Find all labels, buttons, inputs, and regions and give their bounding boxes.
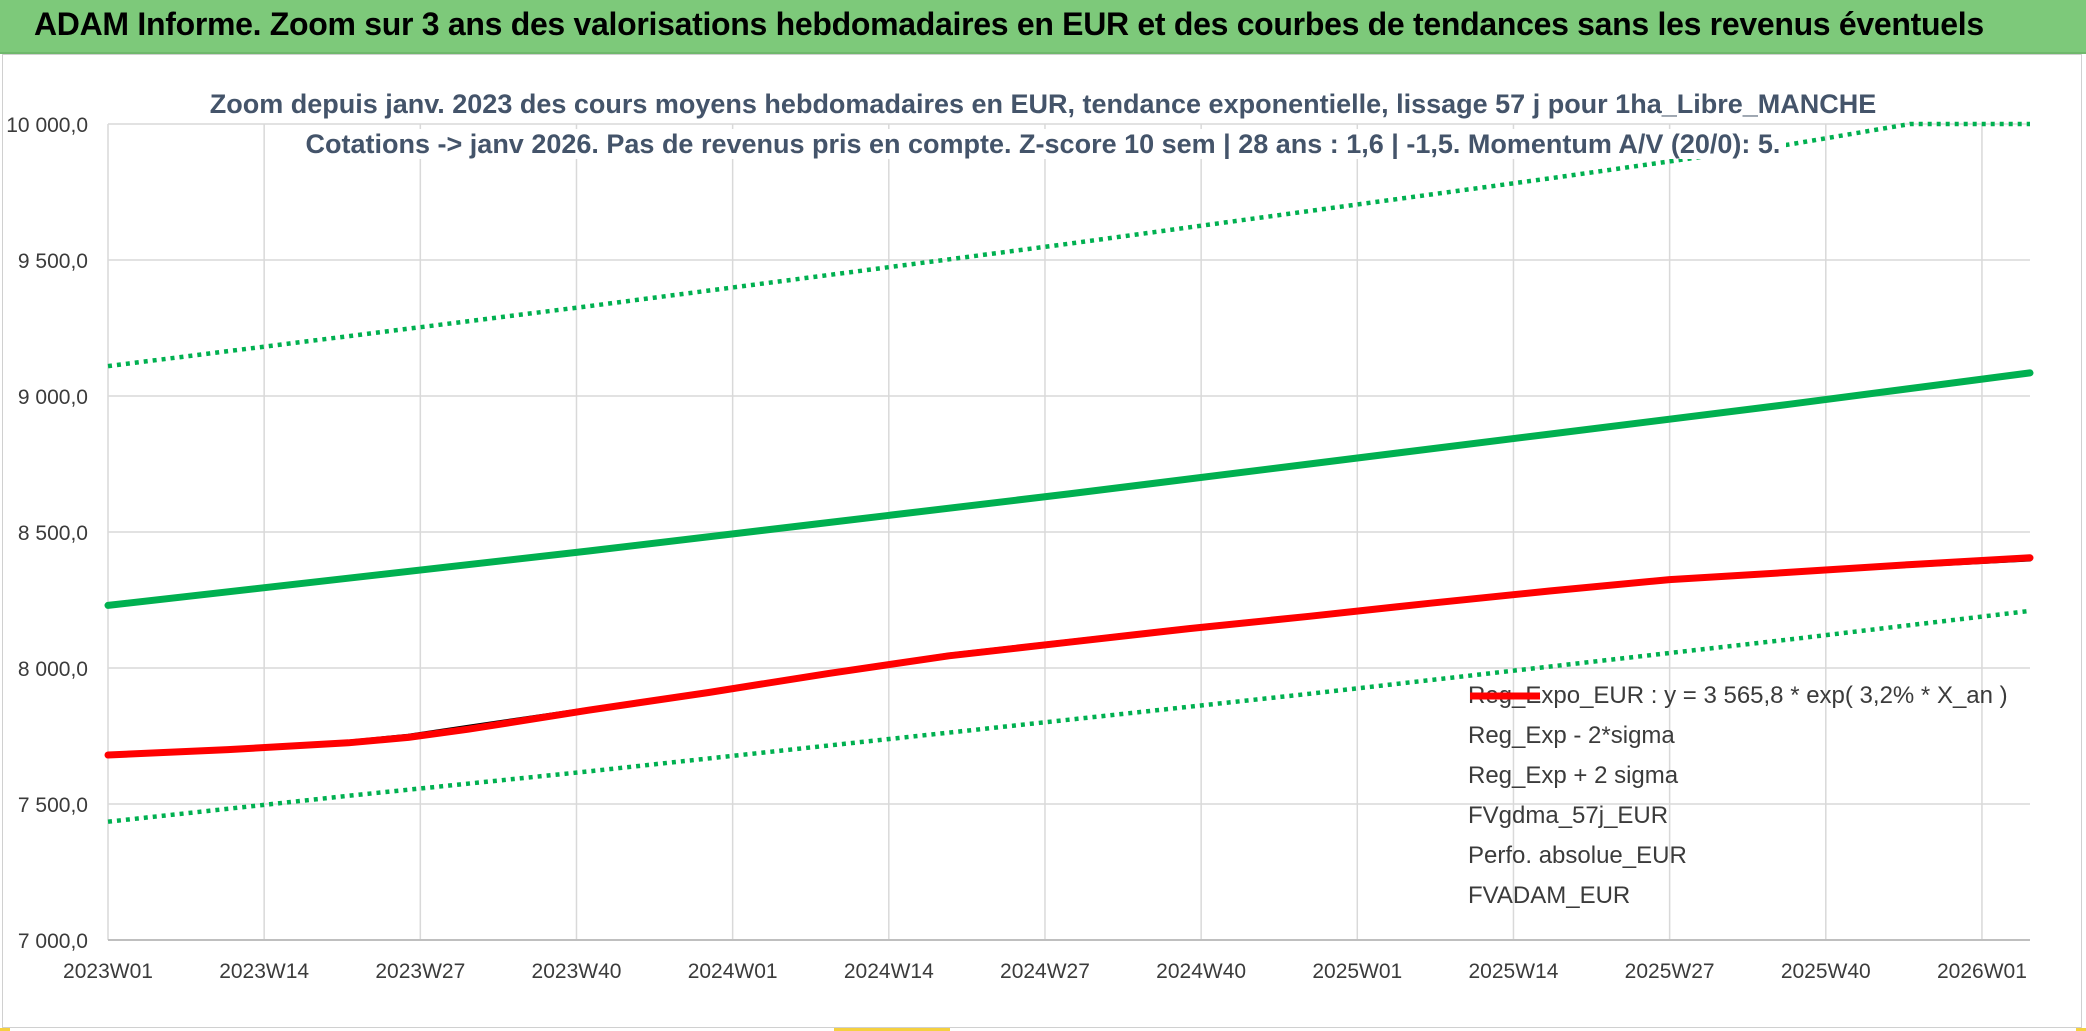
chart-legend: Reg_Expo_EUR : y = 3 565,8 * exp( 3,2% *… bbox=[1468, 676, 2008, 916]
legend-label: FVgdma_57j_EUR bbox=[1468, 802, 1669, 829]
x-tick-label: 2023W14 bbox=[219, 960, 309, 983]
accent-mark bbox=[0, 1028, 10, 1031]
x-tick-label: 2023W01 bbox=[63, 960, 153, 983]
x-tick-label: 2024W27 bbox=[1000, 960, 1090, 983]
y-tick-label: 7 000,0 bbox=[18, 930, 88, 953]
legend-label: Reg_Exp - 2*sigma bbox=[1468, 722, 1675, 749]
legend-label: Reg_Exp + 2 sigma bbox=[1468, 762, 1679, 789]
legend-entry: Reg_Exp + 2 sigma bbox=[1468, 693, 2008, 796]
y-tick-label: 7 500,0 bbox=[18, 794, 88, 817]
y-tick-label: 8 500,0 bbox=[18, 522, 88, 545]
series-line-5 bbox=[104, 554, 2034, 759]
x-tick-label: 2023W40 bbox=[532, 960, 622, 983]
y-tick-label: 10 000,0 bbox=[6, 114, 88, 137]
report-banner: ADAM Informe. Zoom sur 3 ans des valoris… bbox=[0, 0, 2086, 54]
series-line-0 bbox=[104, 369, 2034, 609]
x-tick-label: 2025W01 bbox=[1312, 960, 1402, 983]
x-tick-label: 2024W40 bbox=[1156, 960, 1246, 983]
report-title: ADAM Informe. Zoom sur 3 ans des valoris… bbox=[34, 6, 1984, 42]
legend-entry: Perfo. absolue_EUR bbox=[1468, 693, 2008, 876]
y-tick-label: 8 000,0 bbox=[18, 658, 88, 681]
legend-entry: FVgdma_57j_EUR bbox=[1468, 694, 2008, 836]
chart-frame bbox=[2, 54, 2082, 1028]
legend-entry: Reg_Expo_EUR : y = 3 565,8 * exp( 3,2% *… bbox=[1468, 676, 2008, 716]
accent-mark bbox=[2076, 1028, 2086, 1031]
series-line-1 bbox=[107, 608, 2031, 824]
x-tick-label: 2025W40 bbox=[1781, 960, 1871, 983]
legend-swatch bbox=[1470, 692, 1540, 700]
series-line-2 bbox=[107, 121, 2030, 369]
x-tick-label: 2025W14 bbox=[1469, 960, 1559, 983]
axis-ticks: 7 000,0 7 500,0 8 000,0 8 500,0 9 000,0 9 500… bbox=[6, 114, 2027, 983]
x-tick-label: 2026W01 bbox=[1937, 960, 2027, 983]
legend-entry: Reg_Exp - 2*sigma bbox=[1468, 693, 2008, 756]
x-tick-label: 2025W27 bbox=[1625, 960, 1715, 983]
chart-title-block: Zoom depuis janv. 2023 des cours moyens … bbox=[0, 84, 2086, 164]
accent-mark bbox=[834, 1028, 950, 1031]
x-tick-label: 2024W14 bbox=[844, 960, 934, 983]
y-tick-label: 9 000,0 bbox=[18, 386, 88, 409]
gridlines bbox=[107, 123, 2030, 941]
legend-label: FVADAM_EUR bbox=[1468, 882, 1631, 909]
legend-label: Perfo. absolue_EUR bbox=[1468, 842, 1687, 869]
chart-title: Zoom depuis janv. 2023 des cours moyens … bbox=[203, 89, 1883, 119]
x-tick-label: 2023W27 bbox=[375, 960, 465, 983]
y-tick-label: 9 500,0 bbox=[18, 250, 88, 273]
x-tick-label: 2024W01 bbox=[688, 960, 778, 983]
chart-series bbox=[104, 121, 2034, 824]
chart-subtitle: Cotations -> janv 2026. Pas de revenus p… bbox=[299, 129, 1787, 159]
legend-label: Reg_Expo_EUR : y = 3 565,8 * exp( 3,2% *… bbox=[1468, 682, 2008, 709]
legend-entry: FVADAM_EUR bbox=[1468, 692, 2008, 916]
